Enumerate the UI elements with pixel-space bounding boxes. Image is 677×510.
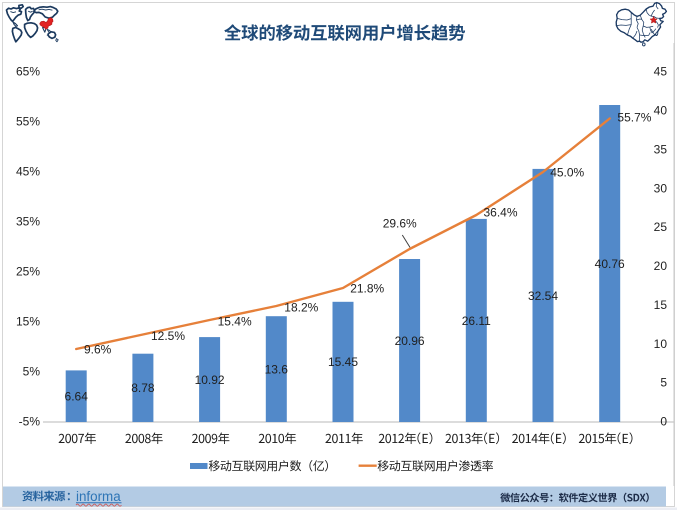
svg-text:0: 0 xyxy=(660,415,667,429)
svg-text:35: 35 xyxy=(654,142,668,156)
svg-text:36.4%: 36.4% xyxy=(484,206,518,220)
svg-text:9.6%: 9.6% xyxy=(84,342,112,356)
svg-text:26.11: 26.11 xyxy=(462,314,491,328)
svg-text:5: 5 xyxy=(660,376,667,390)
svg-text:5%: 5% xyxy=(23,365,41,379)
svg-text:6.64: 6.64 xyxy=(65,390,89,404)
svg-text:10: 10 xyxy=(654,337,668,351)
svg-text:55%: 55% xyxy=(16,115,40,129)
svg-text:32.54: 32.54 xyxy=(528,289,558,303)
svg-text:25: 25 xyxy=(654,220,668,234)
svg-text:25%: 25% xyxy=(16,265,40,279)
svg-text:-5%: -5% xyxy=(19,415,41,429)
svg-text:45.0%: 45.0% xyxy=(550,165,584,179)
svg-text:30: 30 xyxy=(654,181,668,195)
svg-text:40.76: 40.76 xyxy=(595,257,625,271)
svg-text:35%: 35% xyxy=(16,215,40,229)
svg-text:18.2%: 18.2% xyxy=(284,300,318,314)
svg-text:10.92: 10.92 xyxy=(195,373,225,387)
svg-text:55.7%: 55.7% xyxy=(617,111,651,125)
svg-text:15.45: 15.45 xyxy=(328,355,358,369)
svg-text:40: 40 xyxy=(654,104,668,118)
svg-text:12.5%: 12.5% xyxy=(151,329,185,343)
svg-text:45%: 45% xyxy=(16,165,40,179)
svg-text:informa: informa xyxy=(76,489,121,504)
svg-text:21.8%: 21.8% xyxy=(350,281,384,295)
svg-text:15.4%: 15.4% xyxy=(218,314,252,328)
svg-text:45: 45 xyxy=(654,65,668,79)
svg-text:20: 20 xyxy=(654,259,668,273)
svg-text:8.78: 8.78 xyxy=(131,381,155,395)
svg-text:29.6%: 29.6% xyxy=(383,216,417,230)
svg-text:15%: 15% xyxy=(16,315,40,329)
svg-text:65%: 65% xyxy=(16,65,40,79)
svg-text:15: 15 xyxy=(654,298,668,312)
svg-text:13.6: 13.6 xyxy=(265,362,289,376)
svg-text:20.96: 20.96 xyxy=(395,334,425,348)
